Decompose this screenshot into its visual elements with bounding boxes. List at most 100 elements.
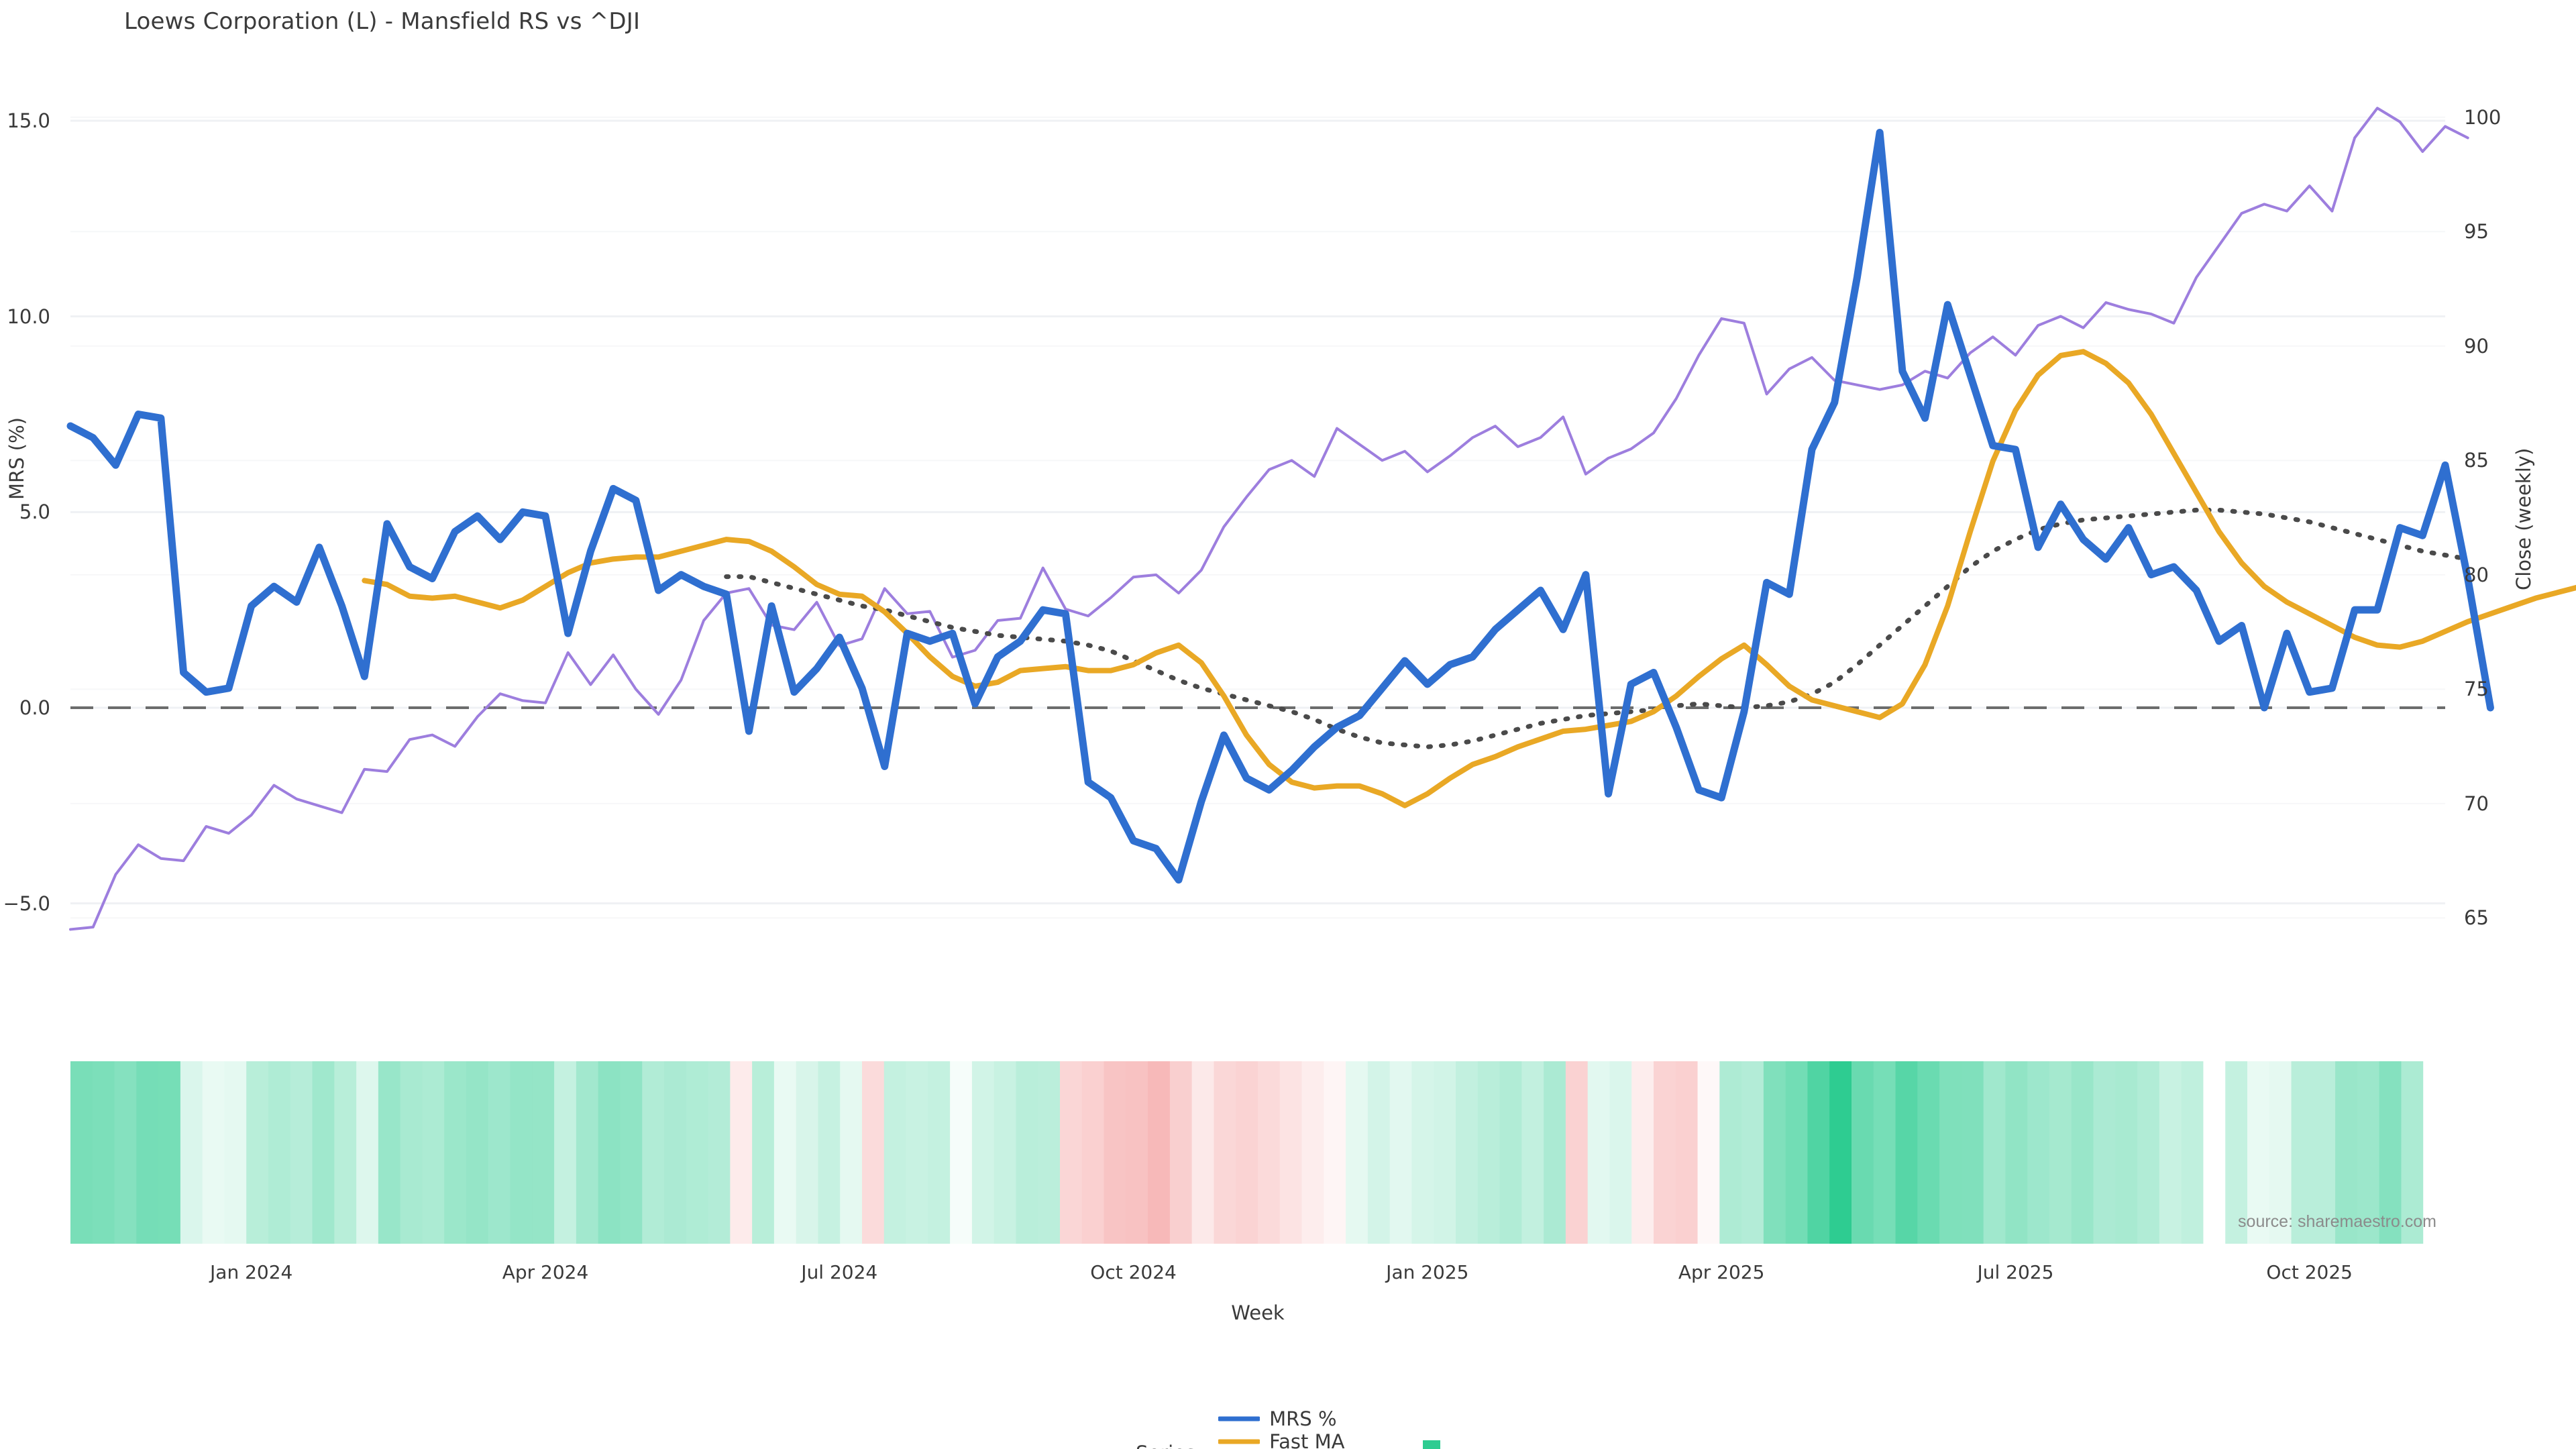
- heatmap-cell: [510, 1061, 533, 1244]
- series-line-weekly-close: [69, 107, 2469, 931]
- heatmap-cell: [1016, 1061, 1038, 1244]
- heatmap-cell: [1851, 1061, 1874, 1244]
- heatmap-cell: [1587, 1061, 1611, 1244]
- heatmap-cell: [1544, 1061, 1566, 1244]
- y-tick-right: 80: [2464, 563, 2489, 586]
- y-tick-left: 10.0: [7, 305, 50, 328]
- heatmap-cell: [1346, 1061, 1368, 1244]
- heatmap-cell: [1148, 1061, 1171, 1244]
- heatmap-cell: [2291, 1061, 2314, 1244]
- heatmap-cell: [1104, 1061, 1126, 1244]
- heatmap-cell: [840, 1061, 863, 1244]
- heatmap-cell: [1961, 1061, 1984, 1244]
- heatmap-cell: [2137, 1061, 2160, 1244]
- heatmap-legend-swatch: [1423, 1440, 1441, 1449]
- heatmap-cell: [1983, 1061, 2006, 1244]
- heatmap-cell: [2423, 1061, 2445, 1244]
- y-tick-right: 90: [2464, 334, 2489, 358]
- heatmap-cell: [1521, 1061, 1544, 1244]
- main-plot-area: [66, 74, 2576, 966]
- heatmap-cell: [576, 1061, 599, 1244]
- heatmap-cell: [2357, 1061, 2380, 1244]
- heatmap-svg: [70, 1061, 2445, 1244]
- heatmap-cell: [1389, 1061, 1413, 1244]
- heatmap-cell: [554, 1061, 577, 1244]
- heatmap-cell: [883, 1061, 907, 1244]
- heatmap-cell: [180, 1061, 203, 1244]
- heatmap-cell: [1477, 1061, 1501, 1244]
- heatmap-cell: [686, 1061, 709, 1244]
- heatmap-cell: [1236, 1061, 1258, 1244]
- heatmap-cell: [1873, 1061, 1896, 1244]
- series-line-fast-ma: [362, 349, 2576, 808]
- heatmap-cell: [400, 1061, 423, 1244]
- heatmap-cell: [1917, 1061, 1940, 1244]
- y-axis-left-title: MRS (%): [5, 417, 28, 500]
- source-note: source: sharemaestro.com: [2238, 1212, 2436, 1231]
- heatmap-cell: [950, 1061, 973, 1244]
- x-tick: Apr 2025: [1678, 1261, 1765, 1283]
- heatmap-cell: [1191, 1061, 1215, 1244]
- y-tick-right: 70: [2464, 792, 2489, 815]
- heatmap-cell: [136, 1061, 159, 1244]
- mrs-heatmap-strip: source: sharemaestro.com: [70, 1061, 2445, 1244]
- y-tick-right: 75: [2464, 678, 2489, 701]
- heatmap-cell: [773, 1061, 797, 1244]
- heatmap-cell: [2115, 1061, 2138, 1244]
- heatmap-cell: [114, 1061, 137, 1244]
- heatmap-cell: [1169, 1061, 1193, 1244]
- heatmap-cell: [268, 1061, 291, 1244]
- heatmap-cell: [994, 1061, 1017, 1244]
- heatmap-cell: [92, 1061, 115, 1244]
- y-tick-left: 0.0: [19, 696, 50, 719]
- heatmap-cell: [1609, 1061, 1632, 1244]
- heatmap-cell: [971, 1061, 995, 1244]
- heatmap-cell: [356, 1061, 379, 1244]
- y-tick-right: 65: [2464, 906, 2489, 930]
- heatmap-cell: [2203, 1061, 2226, 1244]
- heatmap-cell: [2225, 1061, 2248, 1244]
- heatmap-cell: [246, 1061, 269, 1244]
- heatmap-cell: [2159, 1061, 2182, 1244]
- legend-item-fast-ma[interactable]: Fast MA: [1218, 1430, 1399, 1449]
- heatmap-cell: [928, 1061, 951, 1244]
- heatmap-cell: [1719, 1061, 1742, 1244]
- heatmap-cell: [1301, 1061, 1324, 1244]
- heatmap-cell: [1499, 1061, 1522, 1244]
- heatmap-cell: [796, 1061, 819, 1244]
- series-line-slow-ma: [724, 507, 2471, 749]
- heatmap-cell: [598, 1061, 621, 1244]
- legend-swatch-icon: [1218, 1439, 1260, 1444]
- heatmap-cell: [466, 1061, 489, 1244]
- heatmap-cell: [1126, 1061, 1148, 1244]
- x-tick: Apr 2024: [502, 1261, 589, 1283]
- legend-items: MRS %Fast MASlow MAWeekly Close: [1218, 1407, 1423, 1449]
- series-line-mrs: [66, 129, 2494, 884]
- heatmap-cell: [224, 1061, 247, 1244]
- heatmap-cell: [1785, 1061, 1809, 1244]
- heatmap-cell: [1081, 1061, 1105, 1244]
- y-tick-left: 5.0: [19, 500, 50, 524]
- heatmap-cell: [1895, 1061, 1918, 1244]
- heatmap-cell: [158, 1061, 181, 1244]
- legend-swatch-icon: [1218, 1416, 1260, 1421]
- heatmap-cell: [532, 1061, 555, 1244]
- heatmap-cell: [730, 1061, 753, 1244]
- heatmap-cell: [620, 1061, 643, 1244]
- heatmap-cell: [1741, 1061, 1764, 1244]
- x-tick: Jan 2025: [1386, 1261, 1469, 1283]
- x-tick: Oct 2025: [2266, 1261, 2353, 1283]
- heatmap-cell: [1060, 1061, 1083, 1244]
- heatmap-cell: [2335, 1061, 2358, 1244]
- y-axis-right-title: Close (weekly): [2512, 447, 2535, 590]
- y-tick-right: 100: [2464, 105, 2502, 129]
- heatmap-cell: [818, 1061, 841, 1244]
- heatmap-cell: [2247, 1061, 2270, 1244]
- legend-item-mrs[interactable]: MRS %: [1218, 1407, 1399, 1430]
- heatmap-cell: [2269, 1061, 2292, 1244]
- heatmap-cell: [906, 1061, 928, 1244]
- legend-title: Series: [1136, 1442, 1195, 1449]
- heatmap-cell: [1565, 1061, 1589, 1244]
- legend-label: Fast MA: [1269, 1430, 1345, 1449]
